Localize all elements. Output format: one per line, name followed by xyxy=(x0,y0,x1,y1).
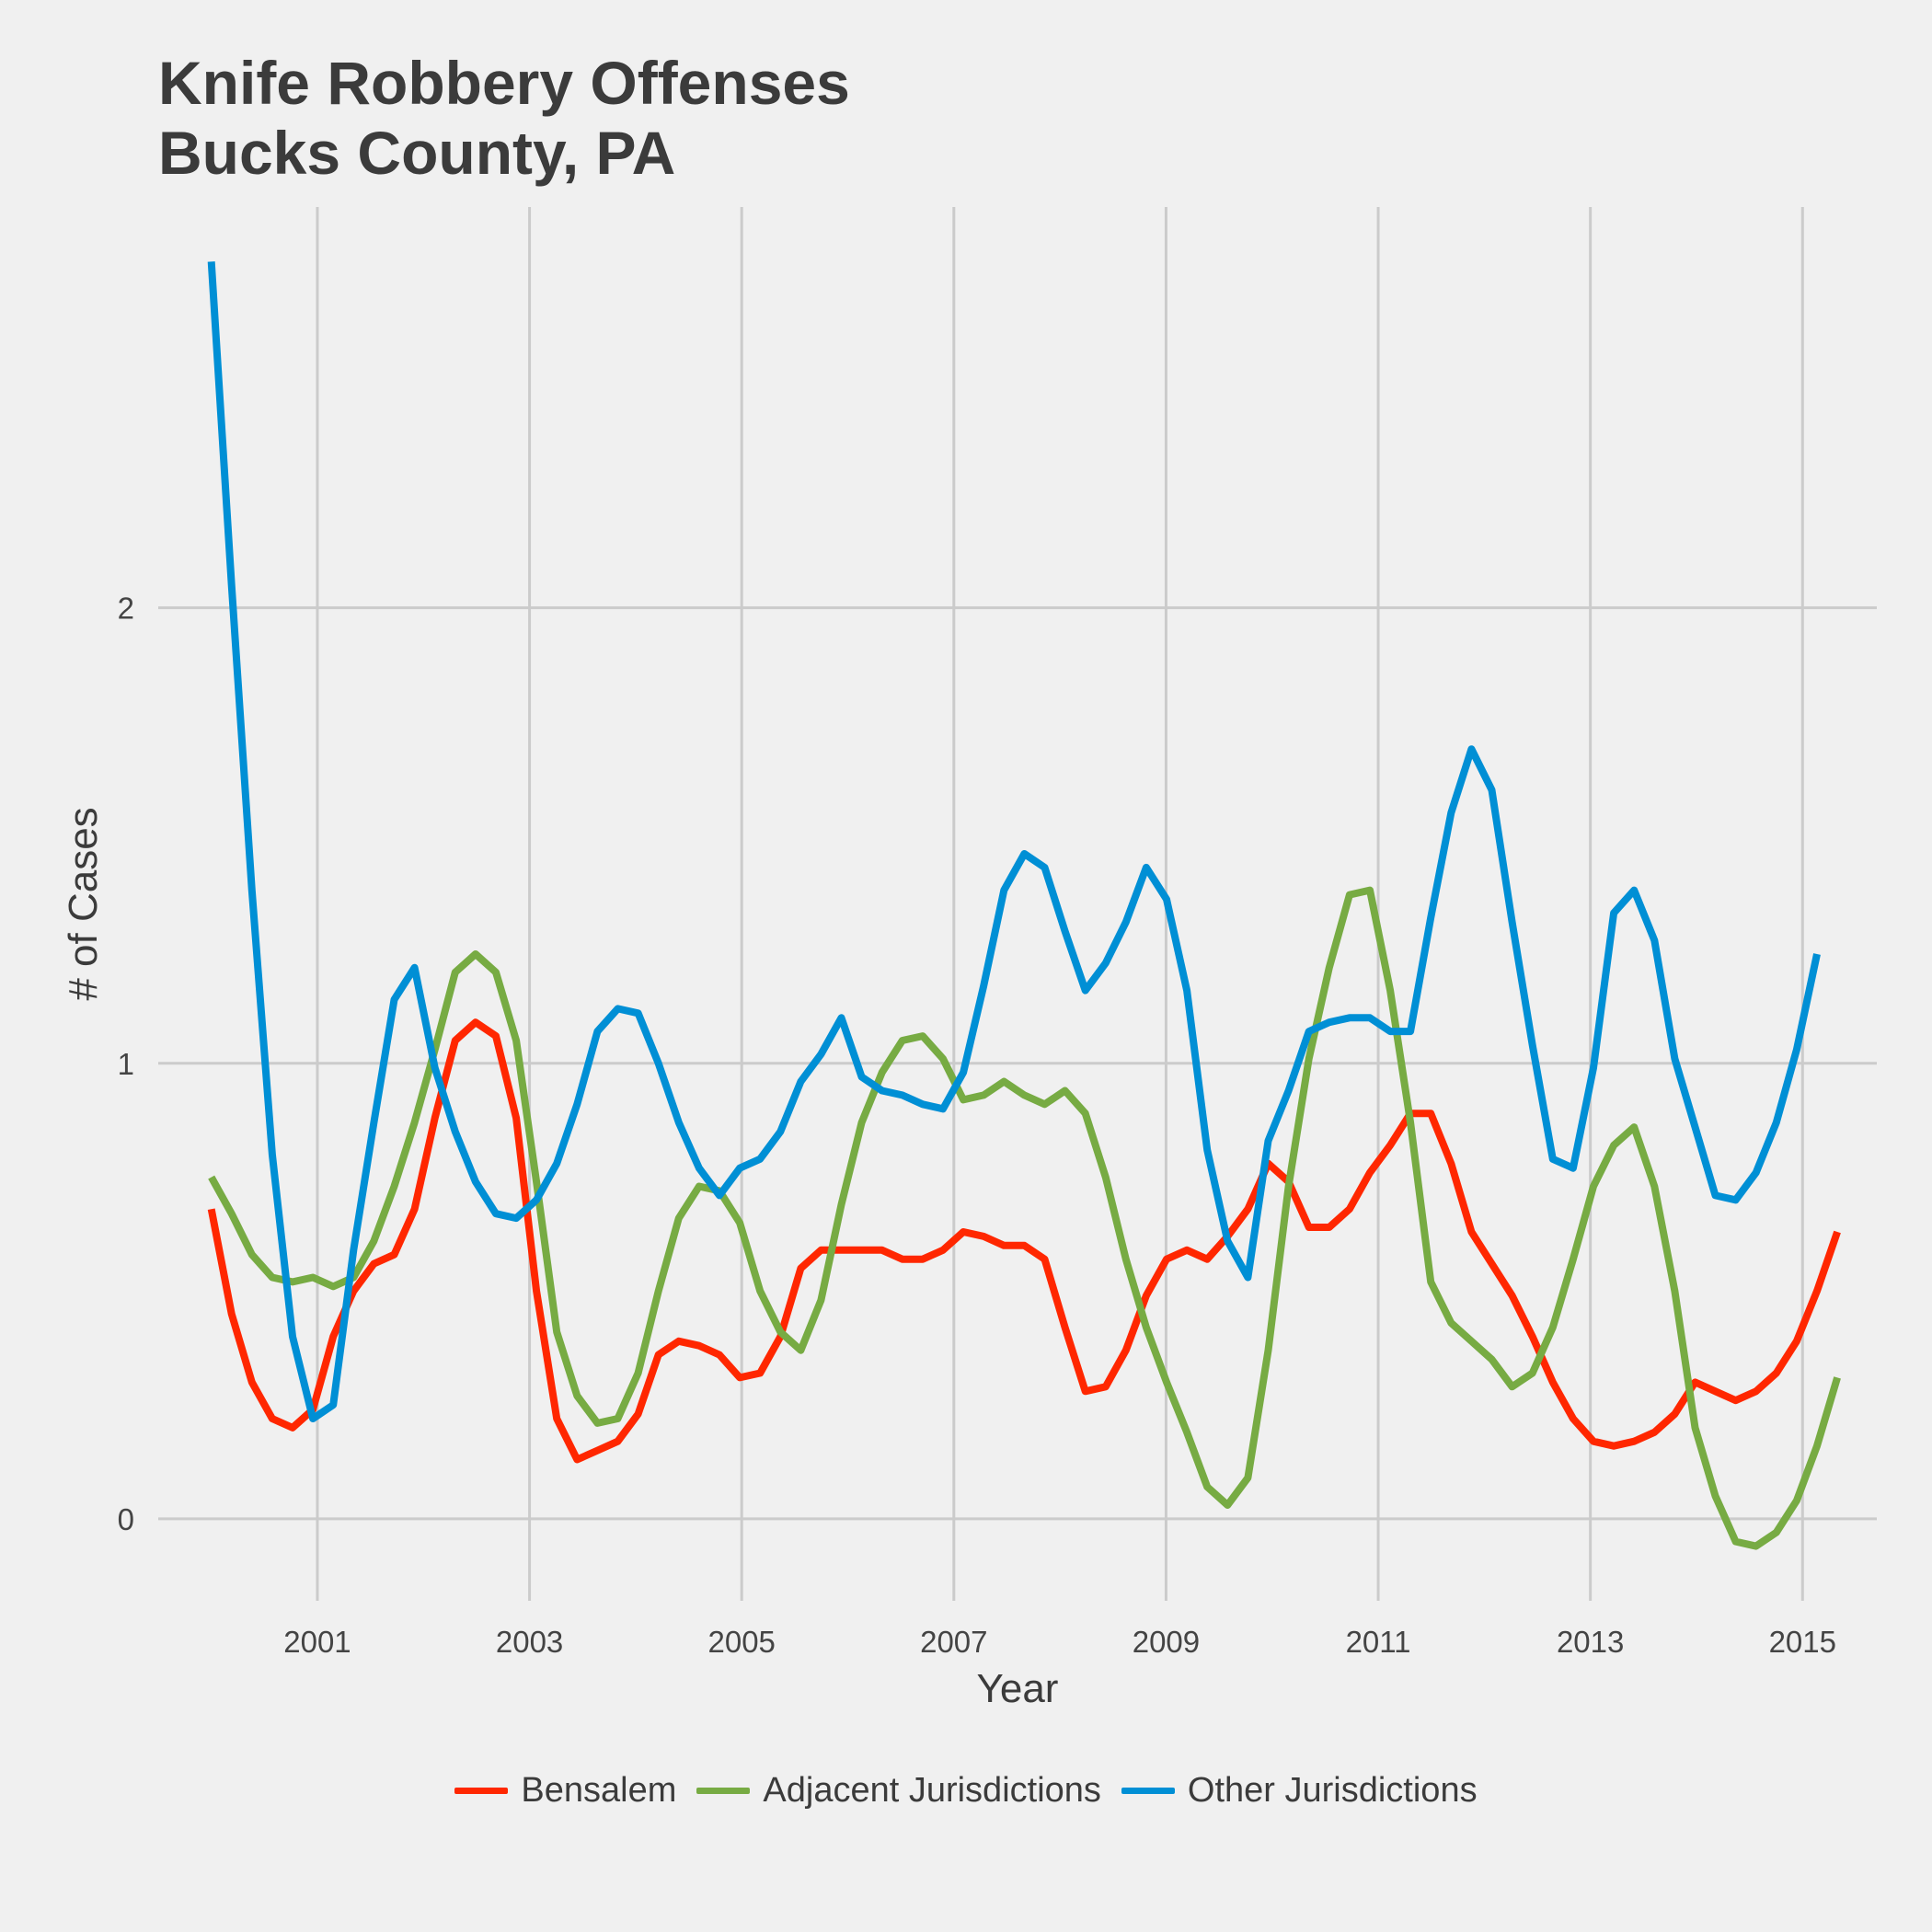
legend-item-other: Other Jurisdictions xyxy=(1121,1771,1478,1811)
legend-swatch-other xyxy=(1121,1788,1175,1794)
x-tick-label-2011: 2011 xyxy=(1346,1625,1411,1659)
legend-item-adjacent: Adjacent Jurisdictions xyxy=(696,1771,1101,1811)
y-tick-label-0: 0 xyxy=(118,1502,134,1536)
x-tick-label-2015: 2015 xyxy=(1769,1625,1836,1659)
series-line-adjacent-jurisdictions xyxy=(208,886,1841,1550)
x-tick-label-2009: 2009 xyxy=(1133,1625,1200,1659)
legend-label-other: Other Jurisdictions xyxy=(1187,1771,1478,1810)
tick-labels: 2001 2003 2005 2007 2009 2011 2013 2015 0 1 2 xyxy=(118,592,1836,1659)
legend-swatch-adjacent xyxy=(696,1788,751,1794)
legend-label-bensalem: Bensalem xyxy=(521,1771,677,1810)
legend-item-bensalem: Bensalem xyxy=(454,1771,676,1811)
x-tick-label-2001: 2001 xyxy=(283,1625,351,1659)
chart-title-line-1: Knife Robbery Offenses xyxy=(158,49,850,117)
y-tick-label-1: 1 xyxy=(118,1047,134,1081)
x-axis-title: Year xyxy=(977,1666,1059,1711)
x-tick-label-2003: 2003 xyxy=(496,1625,563,1659)
x-tick-label-2013: 2013 xyxy=(1557,1625,1624,1659)
y-axis-title: # of Cases xyxy=(61,807,106,1000)
chart-title: Knife Robbery Offenses Bucks County, PA xyxy=(158,48,850,188)
legend: Bensalem Adjacent Jurisdictions Other Ju… xyxy=(0,1771,1932,1811)
y-tick-label-2: 2 xyxy=(118,592,134,626)
gridlines xyxy=(158,207,1877,1601)
legend-swatch-bensalem xyxy=(454,1788,509,1794)
x-tick-label-2007: 2007 xyxy=(920,1625,987,1659)
series-line-other-jurisdictions xyxy=(207,261,1821,1422)
series-lines xyxy=(207,261,1841,1550)
x-tick-label-2005: 2005 xyxy=(707,1625,775,1659)
series-line-bensalem xyxy=(207,1018,1841,1464)
chart-title-line-2: Bucks County, PA xyxy=(158,119,676,187)
legend-label-adjacent: Adjacent Jurisdictions xyxy=(763,1771,1101,1810)
